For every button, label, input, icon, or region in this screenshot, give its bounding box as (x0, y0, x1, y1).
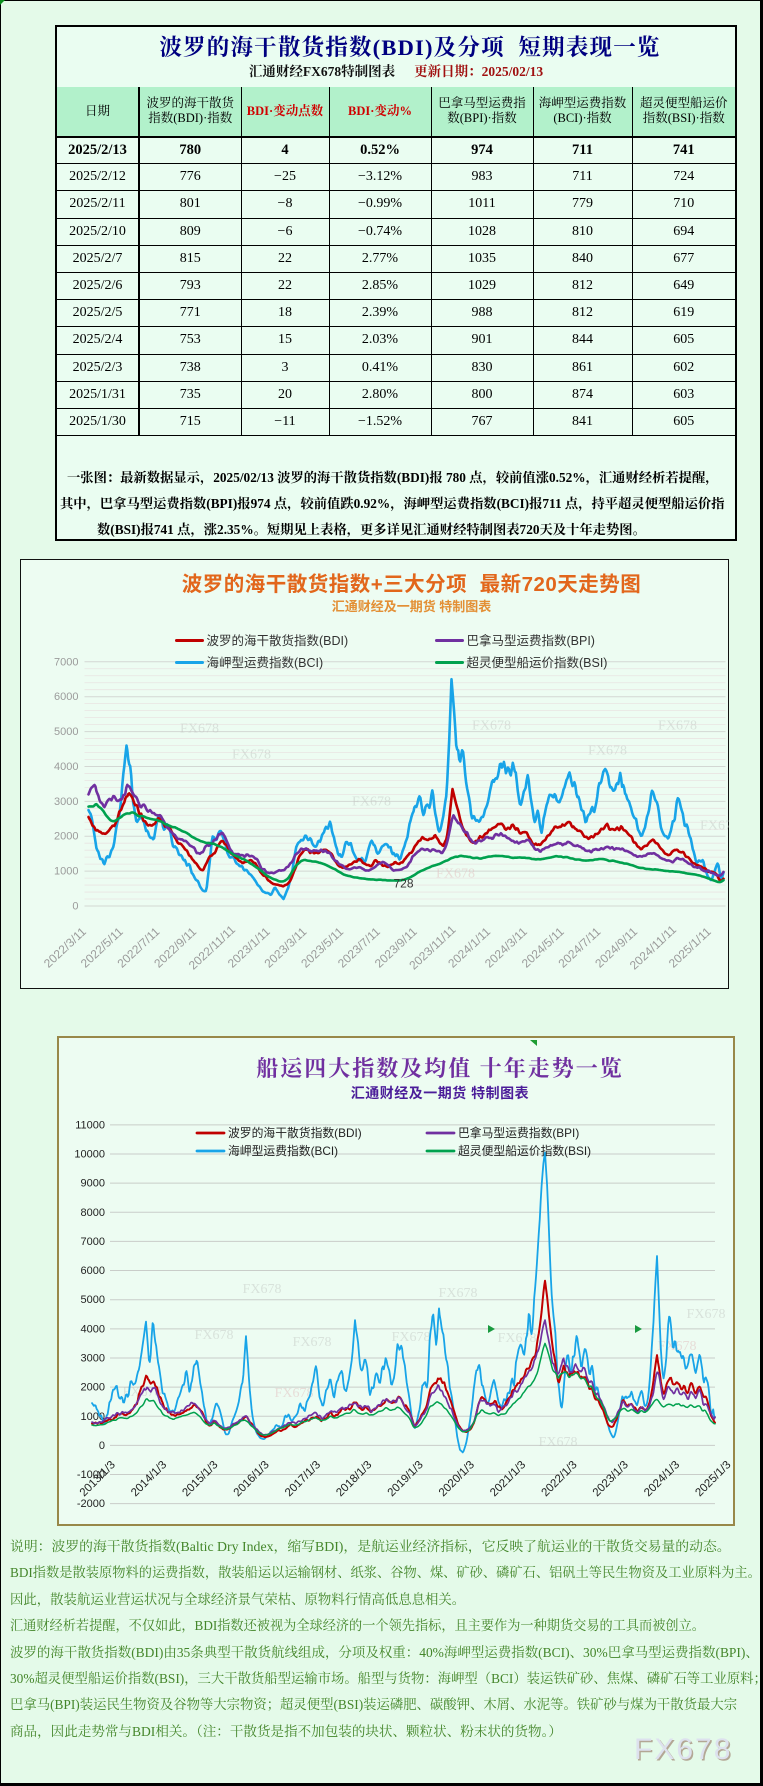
svg-text:FX678: FX678 (436, 867, 475, 882)
svg-text:5000: 5000 (54, 726, 78, 738)
svg-text:7000: 7000 (54, 656, 78, 668)
svg-text:2024/1/3: 2024/1/3 (642, 1459, 682, 1499)
svg-text:2025/1/3: 2025/1/3 (693, 1459, 733, 1499)
svg-text:FX678: FX678 (687, 1307, 726, 1322)
svg-text:6000: 6000 (54, 691, 78, 703)
svg-text:巴拿马型运费指数(BPI): 巴拿马型运费指数(BPI) (467, 633, 595, 648)
svg-text:0: 0 (99, 1440, 105, 1452)
svg-text:FX678: FX678 (352, 795, 391, 810)
svg-text:3000: 3000 (54, 796, 78, 808)
svg-text:9000: 9000 (81, 1178, 105, 1190)
svg-text:2023/1/3: 2023/1/3 (591, 1459, 631, 1499)
svg-text:728: 728 (393, 877, 413, 891)
svg-text:2018/1/3: 2018/1/3 (334, 1459, 374, 1499)
svg-text:2022/1/3: 2022/1/3 (539, 1459, 579, 1499)
svg-text:超灵便型船运价指数(BSI): 超灵便型船运价指数(BSI) (467, 655, 608, 670)
svg-text:4000: 4000 (81, 1323, 105, 1335)
svg-text:FX678: FX678 (588, 744, 627, 759)
svg-text:2019/1/3: 2019/1/3 (386, 1459, 426, 1499)
svg-text:10000: 10000 (74, 1149, 105, 1161)
svg-text:FX678: FX678 (232, 748, 271, 763)
svg-text:2017/1/3: 2017/1/3 (283, 1459, 323, 1499)
svg-text:巴拿马型运费指数(BPI): 巴拿马型运费指数(BPI) (458, 1126, 579, 1140)
svg-text:2020/1/3: 2020/1/3 (437, 1459, 477, 1499)
svg-text:0: 0 (72, 901, 78, 913)
svg-text:4000: 4000 (54, 761, 78, 773)
svg-text:2000: 2000 (81, 1382, 105, 1394)
svg-text:FX678: FX678 (293, 1335, 332, 1350)
svg-text:FX678: FX678 (392, 1330, 431, 1345)
svg-text:海岬型运费指数(BCI): 海岬型运费指数(BCI) (207, 655, 324, 670)
svg-text:5000: 5000 (81, 1294, 105, 1306)
svg-text:2016/1/3: 2016/1/3 (232, 1459, 272, 1499)
svg-text:2015/1/3: 2015/1/3 (180, 1459, 220, 1499)
svg-text:2014/1/3: 2014/1/3 (129, 1459, 169, 1499)
svg-text:1000: 1000 (54, 866, 78, 878)
svg-text:FX678: FX678 (658, 719, 697, 734)
svg-text:FX678: FX678 (275, 1386, 314, 1401)
svg-text:波罗的海干散货指数(BDI): 波罗的海干散货指数(BDI) (228, 1126, 362, 1140)
svg-text:波罗的海干散货指数(BDI): 波罗的海干散货指数(BDI) (207, 633, 349, 648)
svg-text:-1000: -1000 (77, 1469, 105, 1481)
svg-text:3000: 3000 (81, 1352, 105, 1364)
svg-text:2000: 2000 (54, 831, 78, 843)
svg-text:FX678: FX678 (195, 1328, 234, 1343)
svg-text:海岬型运费指数(BCI): 海岬型运费指数(BCI) (228, 1144, 338, 1158)
svg-text:8000: 8000 (81, 1207, 105, 1219)
svg-text:FX678: FX678 (180, 722, 219, 737)
svg-text:-2000: -2000 (77, 1498, 105, 1510)
svg-text:6000: 6000 (81, 1265, 105, 1277)
svg-text:11000: 11000 (75, 1119, 105, 1131)
svg-text:2021/1/3: 2021/1/3 (488, 1459, 528, 1499)
svg-text:FX678: FX678 (243, 1282, 282, 1297)
svg-text:7000: 7000 (81, 1236, 105, 1248)
svg-text:FX678: FX678 (539, 1435, 578, 1450)
svg-text:超灵便型船运价指数(BSI): 超灵便型船运价指数(BSI) (458, 1144, 591, 1158)
svg-text:FX678: FX678 (472, 719, 511, 734)
svg-text:FX678: FX678 (700, 819, 729, 834)
svg-text:FX678: FX678 (439, 1286, 478, 1301)
